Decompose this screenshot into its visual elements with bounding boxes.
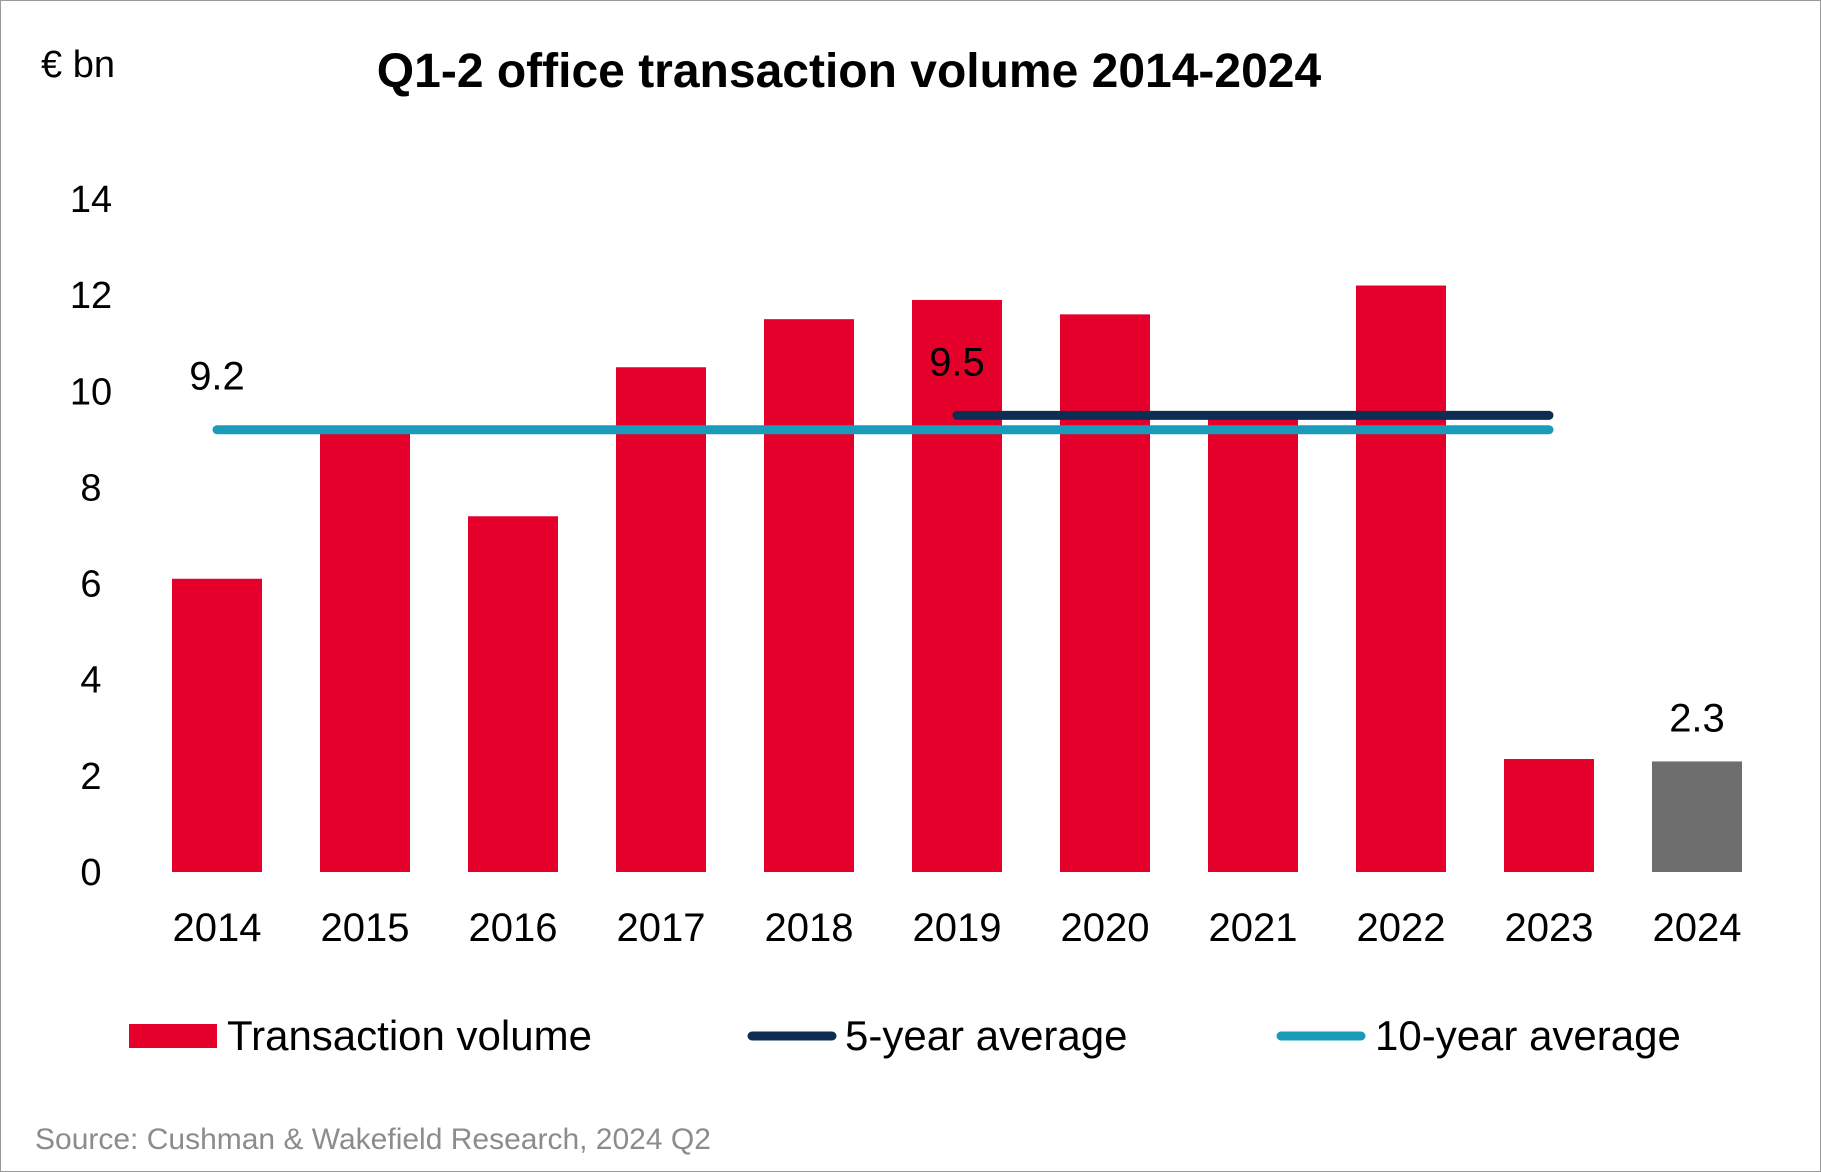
x-tick-label: 2014 xyxy=(173,906,262,950)
y-tick-label: 12 xyxy=(70,275,112,317)
x-axis-ticks: 2014 2015 2016 2017 2018 2019 2020 2021 2022 2023… xyxy=(173,906,1742,950)
bar-2015 xyxy=(320,429,410,872)
y-tick-label: 6 xyxy=(80,564,101,606)
y-tick-label: 14 xyxy=(70,179,112,221)
y-unit-label: € bn xyxy=(41,44,115,86)
y-tick-label: 10 xyxy=(70,371,112,413)
annotation-label: 2.3 xyxy=(1669,696,1725,740)
x-tick-label: 2024 xyxy=(1653,906,1742,950)
legend-label: 10-year average xyxy=(1375,1012,1681,1059)
x-tick-label: 2018 xyxy=(765,906,854,950)
data-annotations: 9.2 9.5 2.3 xyxy=(189,340,1725,740)
legend-label: 5-year average xyxy=(845,1012,1128,1059)
annotation-label: 9.2 xyxy=(189,355,245,399)
x-tick-label: 2023 xyxy=(1505,906,1594,950)
bar-2021 xyxy=(1208,415,1298,872)
annotation-label: 9.5 xyxy=(929,340,985,384)
y-tick-label: 0 xyxy=(80,852,101,894)
x-tick-label: 2022 xyxy=(1357,906,1446,950)
x-tick-label: 2015 xyxy=(321,906,410,950)
bars xyxy=(172,285,1742,872)
bar-2019 xyxy=(912,299,1002,872)
y-tick-label: 4 xyxy=(80,660,101,702)
bar-2018 xyxy=(764,319,854,872)
chart-title: Q1-2 office transaction volume 2014-2024 xyxy=(377,45,1322,98)
x-tick-label: 2016 xyxy=(469,906,558,950)
x-tick-label: 2017 xyxy=(617,906,706,950)
x-tick-label: 2019 xyxy=(913,906,1002,950)
bar-2017 xyxy=(616,367,706,872)
bar-2014 xyxy=(172,578,262,872)
bar-2024 xyxy=(1652,761,1742,872)
x-tick-label: 2020 xyxy=(1061,906,1150,950)
legend-swatch-bar xyxy=(129,1024,217,1048)
bar-2016 xyxy=(468,516,558,872)
bar-2020 xyxy=(1060,314,1150,872)
bar-2022 xyxy=(1356,285,1446,872)
average-lines xyxy=(212,410,1554,435)
legend: Transaction volume 5-year average 10-year … xyxy=(129,1012,1681,1059)
x-tick-label: 2021 xyxy=(1209,906,1298,950)
y-axis-ticks: 0 2 4 6 8 10 12 14 xyxy=(70,179,112,894)
bar-2023 xyxy=(1504,759,1594,872)
y-tick-label: 2 xyxy=(80,756,101,798)
source-note: Source: Cushman & Wakefield Research, 20… xyxy=(35,1123,711,1156)
legend-label: Transaction volume xyxy=(227,1012,592,1059)
y-tick-label: 8 xyxy=(80,467,101,509)
